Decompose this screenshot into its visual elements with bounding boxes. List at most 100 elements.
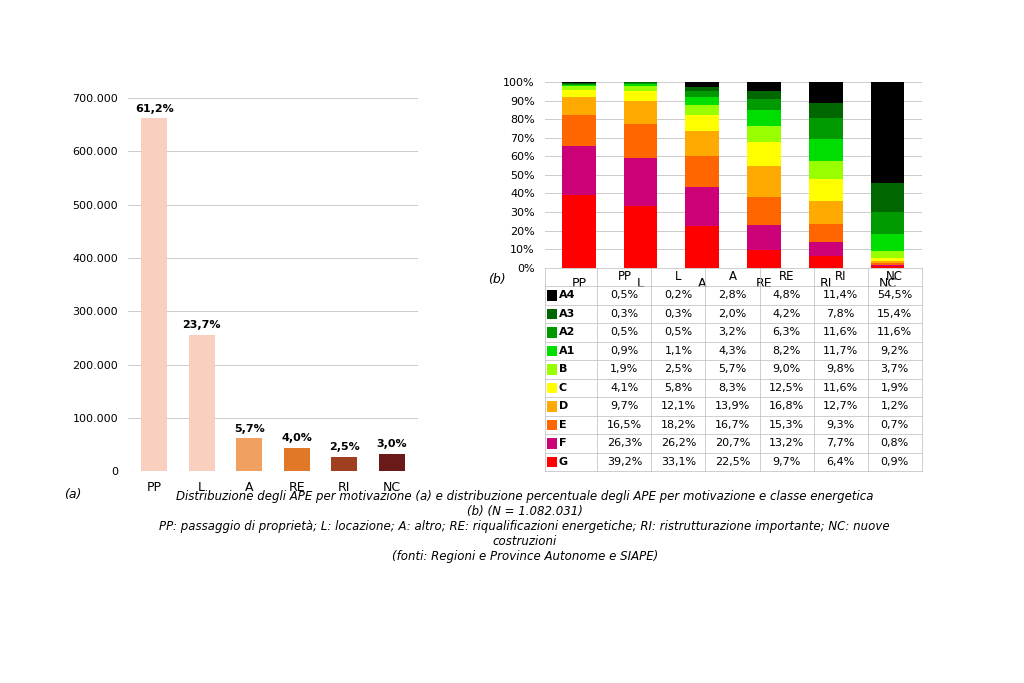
Text: 15,3%: 15,3%: [769, 420, 804, 430]
Bar: [547, 420, 557, 430]
Bar: [870, 261, 904, 263]
Text: 4,2%: 4,2%: [772, 309, 801, 319]
Text: (a): (a): [65, 488, 82, 501]
Text: 2,5%: 2,5%: [665, 365, 692, 374]
Bar: [562, 82, 596, 83]
Text: 9,0%: 9,0%: [772, 365, 801, 374]
Text: 13,2%: 13,2%: [769, 438, 804, 449]
Bar: [685, 87, 719, 91]
Bar: [809, 82, 843, 103]
Text: 9,8%: 9,8%: [826, 365, 855, 374]
Bar: [331, 457, 357, 471]
Bar: [547, 457, 557, 467]
Bar: [685, 82, 719, 87]
Text: 7,7%: 7,7%: [826, 438, 855, 449]
Text: 0,7%: 0,7%: [881, 420, 908, 430]
Bar: [562, 85, 596, 86]
Text: 12,1%: 12,1%: [660, 402, 696, 411]
Bar: [562, 83, 596, 85]
Bar: [870, 266, 904, 268]
Bar: [870, 82, 904, 184]
Bar: [624, 101, 657, 124]
Bar: [624, 206, 657, 268]
Bar: [562, 86, 596, 89]
Text: 0,3%: 0,3%: [610, 309, 639, 319]
Text: 15,4%: 15,4%: [877, 309, 912, 319]
Bar: [809, 103, 843, 117]
Text: 12,5%: 12,5%: [769, 383, 804, 393]
Bar: [809, 179, 843, 201]
Text: 0,9%: 0,9%: [610, 346, 639, 356]
Bar: [748, 82, 781, 91]
Bar: [547, 290, 557, 301]
Bar: [870, 257, 904, 261]
Text: 7,8%: 7,8%: [826, 309, 855, 319]
Text: 5,8%: 5,8%: [665, 383, 692, 393]
Bar: [188, 335, 215, 471]
Bar: [624, 91, 657, 101]
Text: NC: NC: [886, 270, 903, 283]
Bar: [547, 309, 557, 319]
Text: 6,4%: 6,4%: [826, 457, 855, 467]
Bar: [547, 383, 557, 393]
Text: 22,5%: 22,5%: [715, 457, 751, 467]
Bar: [809, 256, 843, 268]
Bar: [809, 224, 843, 242]
Bar: [562, 89, 596, 98]
Text: C: C: [559, 383, 567, 393]
Text: 0,8%: 0,8%: [881, 438, 908, 449]
Bar: [748, 197, 781, 225]
Text: 0,5%: 0,5%: [610, 290, 639, 301]
Text: 0,2%: 0,2%: [665, 290, 692, 301]
Text: 18,2%: 18,2%: [660, 420, 696, 430]
Bar: [562, 98, 596, 115]
Text: A4: A4: [559, 290, 575, 301]
Text: 0,5%: 0,5%: [665, 327, 692, 337]
Text: 9,7%: 9,7%: [772, 457, 801, 467]
Bar: [748, 225, 781, 250]
Text: 6,3%: 6,3%: [772, 327, 801, 337]
Text: A3: A3: [559, 309, 575, 319]
Text: 16,7%: 16,7%: [715, 420, 751, 430]
Bar: [685, 104, 719, 115]
Text: 12,7%: 12,7%: [823, 402, 858, 411]
Text: 11,6%: 11,6%: [823, 327, 858, 337]
Text: 2,5%: 2,5%: [329, 442, 359, 452]
Bar: [870, 212, 904, 234]
Text: RI: RI: [835, 270, 846, 283]
Bar: [685, 115, 719, 130]
Text: 9,2%: 9,2%: [881, 346, 908, 356]
Bar: [379, 454, 404, 471]
Bar: [870, 234, 904, 251]
Text: 1,9%: 1,9%: [881, 383, 908, 393]
Text: 39,2%: 39,2%: [607, 457, 642, 467]
Text: B: B: [559, 365, 567, 374]
Text: (b): (b): [488, 273, 506, 285]
Text: 4,8%: 4,8%: [772, 290, 801, 301]
Bar: [685, 226, 719, 268]
Text: 0,3%: 0,3%: [665, 309, 692, 319]
Bar: [624, 83, 657, 84]
Text: 11,6%: 11,6%: [877, 327, 912, 337]
Text: 16,8%: 16,8%: [769, 402, 804, 411]
Text: 9,3%: 9,3%: [826, 420, 855, 430]
Bar: [547, 346, 557, 356]
Bar: [870, 184, 904, 212]
Text: 3,2%: 3,2%: [719, 327, 746, 337]
Bar: [685, 130, 719, 156]
Text: E: E: [559, 420, 566, 430]
Text: 4,1%: 4,1%: [610, 383, 639, 393]
Bar: [624, 158, 657, 206]
Bar: [624, 84, 657, 86]
Bar: [547, 438, 557, 449]
Text: 0,9%: 0,9%: [881, 457, 908, 467]
Text: 11,7%: 11,7%: [823, 346, 858, 356]
Bar: [870, 251, 904, 257]
Bar: [284, 448, 310, 471]
Text: 8,2%: 8,2%: [772, 346, 801, 356]
Text: 1,1%: 1,1%: [665, 346, 692, 356]
Bar: [809, 117, 843, 139]
Text: Distribuzione degli APE per motivazione (a) e distribuzione percentuale degli AP: Distribuzione degli APE per motivazione …: [160, 490, 890, 563]
Text: 4,0%: 4,0%: [282, 433, 312, 443]
Text: 23,7%: 23,7%: [182, 320, 221, 330]
